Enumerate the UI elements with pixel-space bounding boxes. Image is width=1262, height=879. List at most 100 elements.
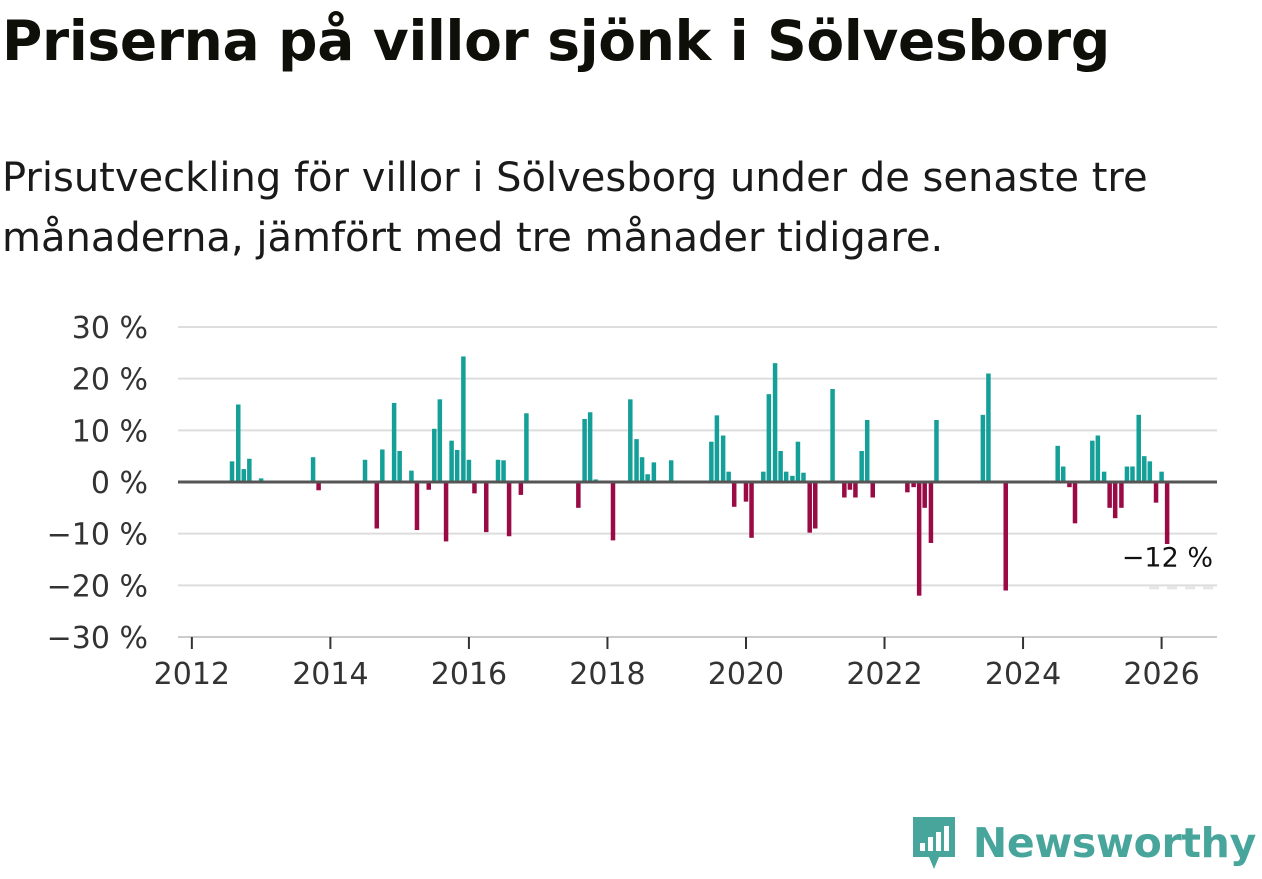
bar (847, 482, 853, 490)
bar (518, 482, 524, 495)
bar (726, 471, 731, 482)
bar (247, 458, 252, 482)
bar (709, 441, 714, 482)
newsworthy-logo: Newsworthy (909, 813, 1256, 873)
bar (986, 373, 991, 482)
bar (813, 482, 818, 529)
bar (409, 470, 414, 482)
bar (1095, 435, 1101, 482)
bar (397, 451, 402, 482)
y-tick-label: 0 % (91, 466, 148, 501)
bars (229, 356, 1170, 596)
bar (506, 482, 512, 537)
bar (916, 482, 922, 596)
bar (576, 482, 581, 508)
bar (362, 459, 368, 482)
bar (783, 471, 789, 482)
bar (1130, 466, 1135, 482)
bar (714, 415, 720, 482)
bar (1090, 440, 1095, 482)
bar (443, 482, 449, 542)
y-tick-label: −30 % (47, 621, 148, 656)
bar (391, 402, 397, 482)
bar (426, 482, 431, 490)
bar (645, 474, 650, 482)
bar (1136, 414, 1141, 482)
bar (495, 459, 501, 482)
bar (316, 482, 321, 491)
bar (743, 482, 749, 502)
y-tick-label: −10 % (47, 518, 148, 553)
bar (1164, 482, 1170, 544)
bar (922, 482, 927, 508)
bar (236, 404, 241, 482)
bar (472, 482, 477, 494)
bar (870, 482, 875, 498)
x-tick-label: 2012 (154, 657, 230, 692)
bar (483, 482, 489, 533)
bar (1142, 456, 1147, 482)
bar (449, 440, 454, 482)
bar (853, 482, 858, 498)
bar (928, 482, 934, 543)
bar (380, 449, 385, 482)
bar (1159, 471, 1164, 482)
bar (437, 399, 443, 482)
x-tick-label: 2018 (569, 657, 645, 692)
bar (1112, 482, 1118, 519)
bar (582, 418, 587, 482)
bar (374, 482, 380, 529)
bar (905, 482, 910, 493)
chart-title: Priserna på villor sjönk i Sölvesborg (2, 9, 1110, 73)
bar (668, 460, 674, 482)
x-axis: 2012 2014 2016 2018 2020 2022 2024 2026 (154, 636, 1217, 692)
bar (842, 482, 847, 498)
y-axis-labels: 30 % 20 % 10 % 0 % −10 % −20 % −30 % (47, 311, 148, 656)
bar (859, 451, 864, 482)
bar (911, 482, 916, 488)
bar (1067, 482, 1072, 488)
bar (934, 420, 939, 482)
bar (432, 428, 437, 482)
bar (864, 420, 870, 482)
bar (501, 460, 506, 482)
bar (258, 478, 264, 482)
bar (241, 469, 247, 482)
y-tick-label: 30 % (72, 311, 148, 346)
bar (628, 399, 633, 482)
y-tick-label: 10 % (72, 414, 148, 449)
bar (1124, 466, 1130, 482)
bar (749, 482, 754, 538)
bar (461, 356, 466, 482)
bar (610, 482, 616, 541)
bar (634, 439, 639, 482)
bar (830, 389, 835, 482)
bar (772, 363, 778, 482)
x-tick-label: 2024 (985, 657, 1061, 692)
bar (1072, 482, 1078, 524)
bar (766, 394, 772, 482)
newsworthy-logo-text: Newsworthy (972, 819, 1256, 867)
bar (795, 441, 801, 482)
bar (1003, 482, 1008, 591)
bar (1147, 461, 1153, 482)
x-tick-label: 2016 (431, 657, 507, 692)
bar (790, 475, 795, 482)
y-tick-label: 20 % (72, 363, 148, 398)
x-tick-label: 2026 (1123, 657, 1199, 692)
bar (1107, 482, 1112, 508)
bar (801, 472, 806, 482)
bar (524, 413, 529, 482)
bar (1153, 482, 1159, 503)
bar (229, 461, 235, 482)
annotations: −12 % (1122, 543, 1217, 590)
bar (1060, 466, 1066, 482)
bar (980, 414, 986, 482)
bar (454, 449, 460, 482)
bar (1119, 482, 1124, 508)
bar (639, 457, 645, 482)
bar (1055, 445, 1060, 482)
bar (731, 482, 737, 507)
x-tick-label: 2014 (292, 657, 368, 692)
x-tick-label: 2020 (708, 657, 784, 692)
